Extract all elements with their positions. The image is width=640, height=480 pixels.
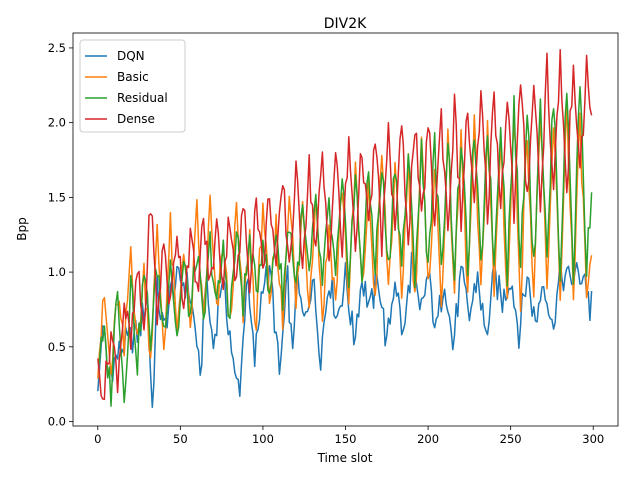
y-tick-label: 0.0	[48, 415, 66, 429]
x-tick-label: 100	[252, 432, 274, 446]
series-group	[97, 48, 593, 409]
series-line-dqn	[97, 251, 593, 409]
y-axis-label: Bpp	[15, 217, 29, 240]
x-tick-label: 250	[500, 432, 522, 446]
legend-label-dense: Dense	[117, 112, 155, 126]
x-tick-label: 150	[335, 432, 357, 446]
x-axis-label: Time slot	[317, 451, 373, 465]
y-tick-label: 1.0	[48, 265, 66, 279]
legend-label-residual: Residual	[117, 91, 168, 105]
y-tick-label: 2.0	[48, 116, 66, 130]
x-axis: 0 50 100 150 200 250 300	[94, 426, 604, 446]
x-tick-label: 0	[94, 432, 101, 446]
legend: DQN Basic Residual Dense	[79, 39, 186, 133]
x-tick-label: 50	[173, 432, 188, 446]
chart-title: DIV2K	[324, 16, 367, 32]
legend-box	[79, 39, 186, 133]
series-line-dense	[97, 48, 593, 401]
x-tick-label: 300	[582, 432, 604, 446]
x-tick-label: 200	[417, 432, 439, 446]
y-tick-label: 2.5	[48, 41, 66, 55]
y-axis: 0.0 0.5 1.0 1.5 2.0 2.5	[48, 41, 73, 429]
legend-label-basic: Basic	[117, 70, 149, 84]
legend-label-dqn: DQN	[117, 49, 145, 63]
y-tick-label: 0.5	[48, 340, 66, 354]
y-tick-label: 1.5	[48, 190, 66, 204]
